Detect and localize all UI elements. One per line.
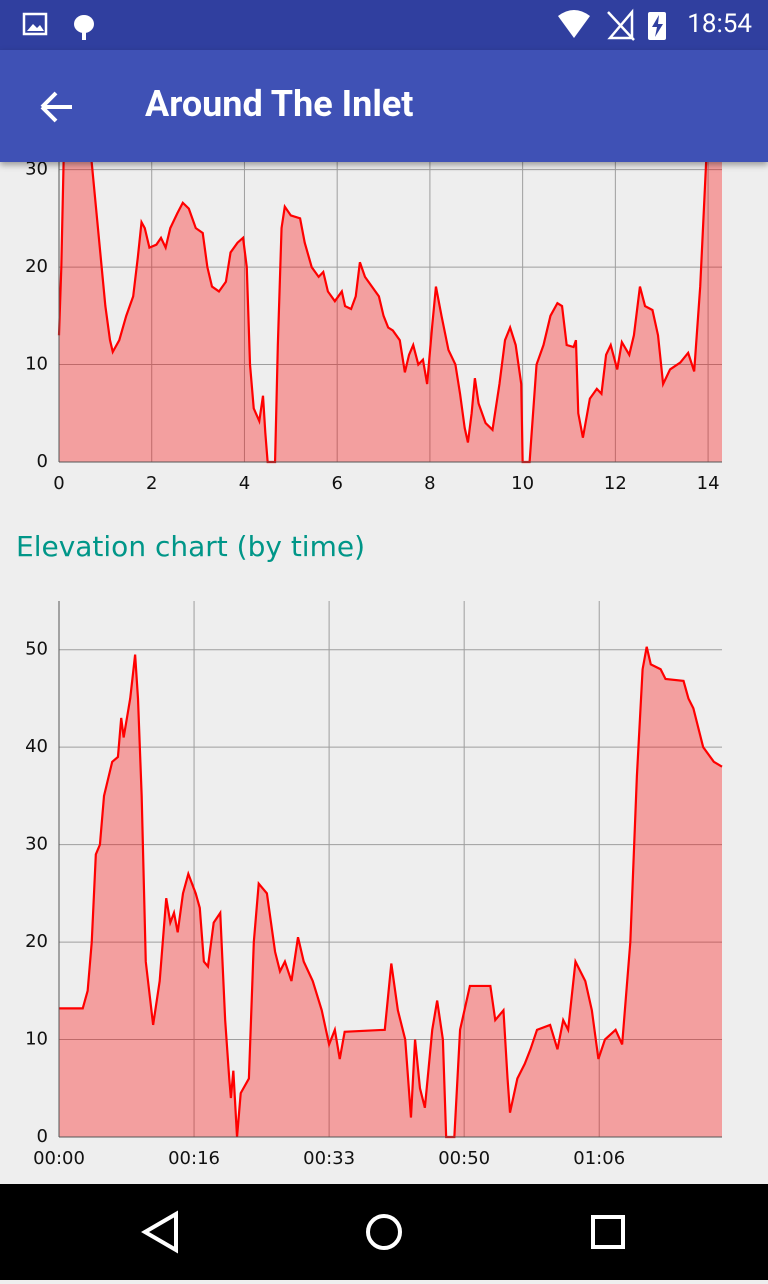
y-tick-label: 20 <box>25 931 48 952</box>
nav-back[interactable] <box>141 1210 178 1254</box>
x-tick-label: 14 <box>697 473 720 494</box>
clock: 18:54 <box>687 9 752 39</box>
x-tick-label: 01:06 <box>573 1148 625 1169</box>
x-tick-label: 00:16 <box>168 1148 220 1169</box>
y-tick-label: 20 <box>25 256 48 277</box>
image-icon <box>22 12 48 36</box>
x-tick-label: 10 <box>511 473 534 494</box>
y-tick-label: 0 <box>37 451 48 472</box>
y-tick-label: 10 <box>25 354 48 375</box>
nav-buttons <box>141 1210 625 1254</box>
chart: 0 10 20 30 40 50 00:00 00:16 00:33 00:50 01:06 <box>25 601 723 1169</box>
nav-recents[interactable] <box>591 1215 625 1249</box>
y-tick-label: 30 <box>25 159 48 180</box>
area-line <box>59 646 723 1139</box>
status-right-icons <box>558 8 666 41</box>
android-icon-stem <box>82 28 86 40</box>
signal-off <box>607 11 635 41</box>
x-tick-label: 8 <box>424 473 435 494</box>
image-icon-mountain <box>27 24 44 31</box>
x-tick-label: 4 <box>239 473 250 494</box>
x-tick-label: 2 <box>146 473 157 494</box>
y-tick-label: 10 <box>25 1029 48 1050</box>
battery-bolt <box>652 15 663 37</box>
chart-title: Elevation chart (by time) <box>16 530 365 563</box>
x-tick-label: 12 <box>604 473 627 494</box>
x-tick-label: 6 <box>331 473 342 494</box>
x-tick-label: 00:33 <box>303 1148 355 1169</box>
app-bar: Around The Inlet <box>0 50 768 162</box>
x-tick-label: 0 <box>53 473 64 494</box>
status-icons <box>22 12 94 40</box>
area-line <box>57 23 724 464</box>
nav-bar <box>0 1184 768 1280</box>
app-title: Around The Inlet <box>145 83 414 125</box>
y-tick-label: 50 <box>25 639 48 660</box>
nav-home[interactable] <box>366 1214 402 1250</box>
x-tick-label: 00:00 <box>33 1148 85 1169</box>
y-tick-label: 0 <box>37 1126 48 1147</box>
x-tick-label: 00:50 <box>438 1148 490 1169</box>
back-button[interactable] <box>28 77 88 137</box>
area-fill <box>59 23 722 462</box>
android-icon <box>74 15 94 33</box>
y-tick-label: 30 <box>25 834 48 855</box>
y-tick-label: 40 <box>25 736 48 757</box>
wifi-icon <box>558 10 590 38</box>
status-bar: 18:54 <box>0 0 768 50</box>
area-fill <box>59 646 722 1137</box>
